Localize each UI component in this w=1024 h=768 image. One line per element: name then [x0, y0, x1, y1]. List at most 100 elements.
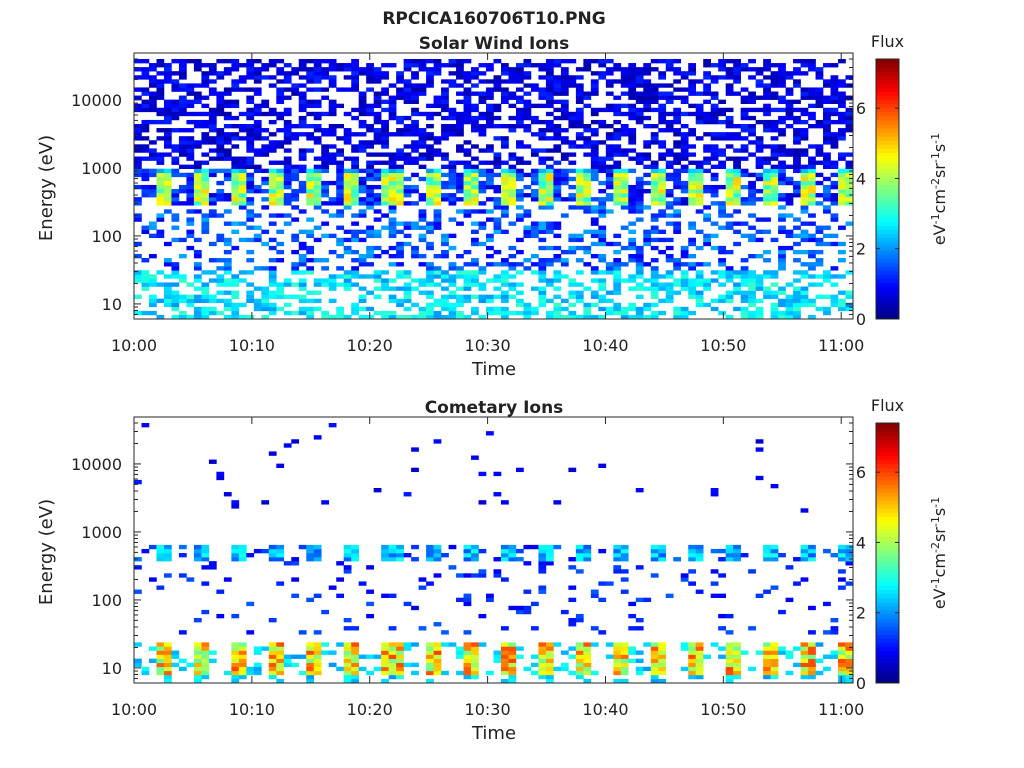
x-tick-label: 10:10 [229, 700, 275, 719]
heatmap-cell [778, 95, 786, 100]
heatmap-cell [568, 119, 577, 125]
heatmap-cell [613, 184, 622, 190]
heatmap-cell [283, 140, 292, 145]
heatmap-cell [500, 87, 509, 92]
heatmap-cell [763, 258, 771, 263]
heatmap-cell [650, 213, 659, 218]
colorbar-swatch [876, 59, 899, 64]
heatmap-cell [673, 132, 682, 137]
heatmap-cell [298, 654, 307, 659]
heatmap-cell [208, 258, 217, 263]
heatmap-cell [441, 132, 449, 137]
heatmap-cell [620, 79, 629, 84]
heatmap-cell [733, 274, 741, 279]
heatmap-cell [695, 298, 704, 304]
heatmap-cell [141, 189, 150, 194]
heatmap-cell [141, 176, 150, 182]
colorbar-swatch [876, 254, 899, 259]
heatmap-cell [471, 646, 479, 651]
heatmap-cell [710, 75, 719, 80]
heatmap-cell [433, 310, 442, 316]
heatmap-cell [598, 160, 607, 165]
heatmap-cell [343, 87, 352, 92]
heatmap-cell [201, 172, 210, 178]
heatmap-cell [508, 189, 517, 194]
heatmap-cell [643, 87, 652, 92]
heatmap-cell [216, 91, 225, 96]
x-tick-label: 10:00 [111, 700, 157, 719]
heatmap-cell [673, 67, 682, 72]
heatmap-cell [216, 144, 225, 149]
heatmap-cell [358, 189, 367, 194]
heatmap-cell [500, 294, 509, 299]
heatmap-cell [441, 115, 449, 121]
heatmap-cell [238, 654, 247, 659]
heatmap-cell [351, 213, 359, 218]
heatmap-cell [193, 83, 202, 88]
heatmap-cell [388, 557, 397, 562]
colorbar-swatch [876, 249, 899, 255]
heatmap-cell [628, 103, 637, 109]
heatmap-cell [650, 193, 659, 198]
heatmap-cell [298, 103, 307, 109]
heatmap-cell [725, 197, 734, 202]
heatmap-cell [643, 597, 652, 603]
heatmap-cell [650, 197, 659, 202]
heatmap-cell [545, 184, 554, 190]
colorbar-label: eV-1cm-2sr-1s-1 [929, 497, 950, 609]
heatmap-cell [186, 209, 195, 214]
heatmap-cell [515, 172, 524, 178]
heatmap-cell [223, 132, 232, 137]
heatmap-cell [478, 241, 487, 247]
heatmap-cell [163, 650, 172, 655]
heatmap-cell [456, 75, 464, 80]
colorbar-swatch [876, 197, 899, 202]
heatmap-cell [268, 172, 277, 178]
heatmap-cell [433, 557, 442, 562]
heatmap-cell [493, 217, 502, 222]
heatmap-cell [216, 310, 225, 316]
heatmap-cell [283, 180, 292, 186]
heatmap-cell [545, 156, 554, 161]
heatmap-cell [313, 71, 322, 76]
heatmap-cell [598, 581, 607, 586]
colorbar-swatch [876, 221, 899, 227]
heatmap-cell [793, 249, 801, 255]
heatmap-cell [381, 172, 389, 178]
heatmap-cell [688, 650, 697, 655]
heatmap-cell [193, 164, 202, 169]
heatmap-cell [134, 197, 142, 202]
heatmap-cell [238, 111, 247, 117]
heatmap-cell [418, 83, 427, 88]
heatmap-cell [396, 87, 404, 92]
heatmap-cell [298, 670, 307, 676]
heatmap-cell [276, 658, 285, 663]
heatmap-cell [808, 168, 816, 174]
heatmap-cell [545, 197, 554, 202]
heatmap-cell [628, 115, 637, 121]
heatmap-cell [823, 160, 831, 165]
heatmap-cell [381, 225, 389, 230]
heatmap-cell [650, 662, 659, 668]
heatmap-cell [493, 172, 502, 178]
heatmap-cell [321, 500, 330, 505]
heatmap-cell [456, 221, 464, 226]
heatmap-cell [778, 266, 786, 271]
heatmap-cell [800, 136, 809, 141]
colorbar-swatch [876, 553, 899, 558]
heatmap-cell [186, 172, 195, 178]
heatmap-cell [448, 544, 457, 550]
heatmap-cell [441, 254, 449, 259]
heatmap-cell [500, 298, 509, 304]
heatmap-cell [403, 221, 412, 226]
heatmap-cell [718, 270, 726, 275]
heatmap-cell [403, 91, 412, 96]
heatmap-cell [508, 678, 517, 684]
heatmap-cell [358, 168, 367, 174]
heatmap-cell [201, 136, 210, 141]
heatmap-cell [193, 176, 202, 182]
heatmap-cell [231, 274, 240, 279]
heatmap-cell [823, 233, 831, 239]
heatmap-cell [583, 124, 592, 129]
heatmap-cell [231, 124, 240, 129]
